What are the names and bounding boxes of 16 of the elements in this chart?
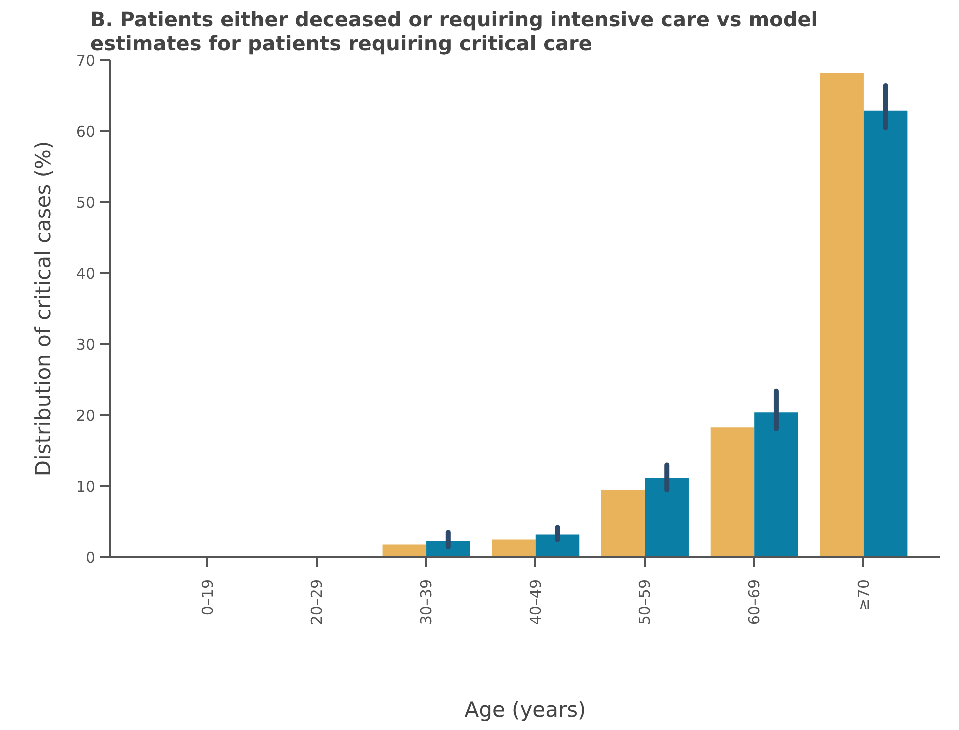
x-tick-label: 50–59 <box>636 579 654 626</box>
x-tick-label: 0–19 <box>198 579 217 616</box>
y-tick-label: 40 <box>76 265 96 283</box>
y-tick-label: 0 <box>86 549 96 567</box>
x-axis-title: Age (years) <box>464 698 586 722</box>
x-tick-label: 40–49 <box>526 579 545 626</box>
x-tick-label: 20–29 <box>308 579 326 626</box>
y-tick-label: 50 <box>76 194 96 212</box>
x-tick-label: 30–39 <box>418 579 436 626</box>
y-axis-title: Distribution of critical cases (%) <box>31 141 56 477</box>
x-tick-label: ≥70 <box>854 580 873 612</box>
y-tick-label: 30 <box>76 336 96 354</box>
x-tick-label: 60–69 <box>746 579 764 626</box>
y-tick-label: 10 <box>76 478 96 496</box>
y-tick-label: 60 <box>76 123 96 141</box>
y-tick-label: 20 <box>76 407 96 425</box>
